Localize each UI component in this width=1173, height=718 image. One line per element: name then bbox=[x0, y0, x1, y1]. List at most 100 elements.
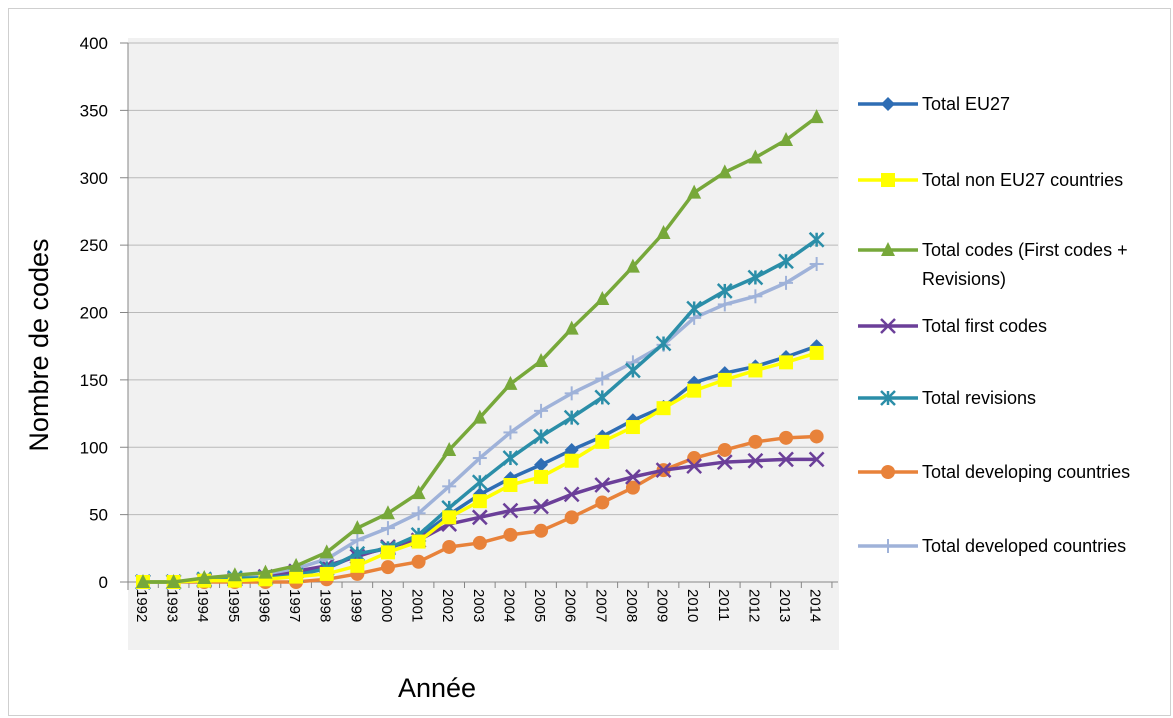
series-3-point-1995 bbox=[227, 567, 242, 582]
y-tick-label-100: 100 bbox=[80, 438, 108, 457]
y-axis-title: Nombre de codes bbox=[24, 238, 54, 451]
series-7-point-2000 bbox=[380, 521, 395, 536]
series-5-point-2006 bbox=[563, 409, 580, 426]
series-3-line bbox=[143, 115, 818, 584]
series-5-point-2003 bbox=[471, 474, 488, 491]
series-6-point-2001 bbox=[411, 554, 426, 569]
series-3 bbox=[136, 109, 824, 588]
series-3-point-1992 bbox=[136, 574, 150, 588]
legend-swatch-marker-3 bbox=[881, 242, 895, 256]
y-tick-label-300: 300 bbox=[80, 169, 108, 188]
series-5-point-2012 bbox=[747, 269, 764, 286]
series-6-point-2012 bbox=[748, 434, 763, 449]
series-3-point-2011 bbox=[717, 164, 732, 179]
legend-swatch-marker-4 bbox=[880, 318, 896, 334]
series-5-point-2011 bbox=[716, 283, 733, 299]
series-6-point-2013 bbox=[779, 430, 794, 445]
series-7-point-2007 bbox=[595, 371, 610, 386]
y-tick-labels: 0 50 100 150 200 250 300 350 400 bbox=[80, 34, 108, 592]
x-tick-label-2012: 2012 bbox=[745, 589, 762, 622]
series-2-point-2002 bbox=[442, 510, 457, 525]
series-3-point-2010 bbox=[687, 184, 702, 199]
y-tick-label-50: 50 bbox=[89, 506, 108, 525]
series-5-point-2014 bbox=[808, 231, 825, 248]
x-tick-label-1999: 1999 bbox=[347, 589, 364, 622]
series-4-point-2014 bbox=[808, 451, 825, 468]
legend-label-1: Total EU27 bbox=[922, 94, 1010, 114]
series-2-point-2009 bbox=[656, 401, 671, 416]
series-2-point-2004 bbox=[503, 477, 518, 492]
x-tick-label-2003: 2003 bbox=[470, 589, 487, 622]
x-axis-title: Année bbox=[398, 673, 476, 703]
series-4-point-2012 bbox=[747, 452, 764, 469]
series-2-point-1999 bbox=[350, 558, 365, 573]
series-6-point-2007 bbox=[595, 495, 610, 510]
series-7-point-1999 bbox=[350, 533, 365, 548]
series-7-point-2012 bbox=[748, 289, 763, 304]
series-2-point-2006 bbox=[564, 453, 579, 468]
series-7-point-2001 bbox=[411, 506, 426, 521]
series-4-point-2005 bbox=[533, 498, 549, 515]
y-tick-label-250: 250 bbox=[80, 236, 108, 255]
x-tick-label-2000: 2000 bbox=[378, 589, 395, 622]
series-6-point-2014 bbox=[809, 429, 824, 444]
x-tick-label-2005: 2005 bbox=[531, 589, 548, 622]
x-tick-label-2007: 2007 bbox=[592, 589, 609, 622]
series-5-point-2008 bbox=[625, 362, 641, 379]
series-6-point-2002 bbox=[442, 539, 457, 554]
series-6-point-2006 bbox=[564, 510, 579, 525]
series-2-point-2014 bbox=[809, 345, 824, 360]
series-3-point-2001 bbox=[411, 485, 426, 500]
legend-label-5: Total revisions bbox=[922, 388, 1036, 408]
series-2-point-2005 bbox=[534, 469, 549, 484]
series-7-point-2005 bbox=[534, 403, 549, 418]
series-3-point-2004 bbox=[503, 375, 518, 390]
legend-label-4: Total first codes bbox=[922, 316, 1047, 336]
series-6-point-2005 bbox=[534, 523, 549, 538]
series-2-point-1998 bbox=[319, 566, 334, 581]
x-tick-label-1997: 1997 bbox=[286, 589, 303, 622]
series-2-point-2010 bbox=[687, 383, 702, 398]
series-6-point-2000 bbox=[380, 560, 395, 575]
series-3-point-2012 bbox=[748, 149, 763, 164]
series-3-point-2000 bbox=[380, 505, 395, 520]
x-tick-label-2014: 2014 bbox=[807, 589, 824, 622]
series-4-point-2011 bbox=[716, 454, 733, 470]
series-4-point-2009 bbox=[655, 462, 672, 479]
x-tick-label-2002: 2002 bbox=[439, 589, 456, 622]
series-4-point-2010 bbox=[686, 458, 703, 474]
series-4-point-2013 bbox=[778, 451, 794, 468]
series-2-point-2013 bbox=[779, 355, 794, 370]
series-6-point-2008 bbox=[625, 480, 640, 495]
y-tick-label-400: 400 bbox=[80, 34, 108, 53]
series-4-point-2003 bbox=[471, 509, 488, 526]
legend-label-3-line-2: Revisions) bbox=[922, 269, 1006, 289]
y-tick-label-0: 0 bbox=[99, 573, 108, 592]
x-tick-labels: 1992 1993 1994 1995 1996 1997 1998 1999 2000 2001… bbox=[133, 589, 824, 622]
series-7-point-2006 bbox=[564, 386, 579, 401]
x-tick-label-2006: 2006 bbox=[562, 589, 579, 622]
y-tick-label-150: 150 bbox=[80, 371, 108, 390]
x-tick-label-1992: 1992 bbox=[133, 589, 150, 622]
legend-entry-5: Total revisions bbox=[858, 388, 1036, 408]
series-3-point-1998 bbox=[319, 544, 334, 559]
series-3-point-2005 bbox=[534, 353, 549, 368]
x-tick-label-2008: 2008 bbox=[623, 589, 640, 622]
series-3-point-1999 bbox=[350, 520, 365, 535]
series-3-point-1994 bbox=[197, 569, 212, 584]
series-1-point-2006 bbox=[564, 442, 579, 457]
series-2-point-2000 bbox=[380, 545, 395, 560]
series-7-point-2004 bbox=[503, 425, 518, 440]
series-3-point-1997 bbox=[289, 557, 304, 572]
series-3-point-1996 bbox=[258, 564, 273, 579]
x-tick-label-2013: 2013 bbox=[776, 589, 793, 622]
series-5-point-2009 bbox=[655, 335, 672, 352]
x-tick-label-1993: 1993 bbox=[164, 589, 181, 622]
series-group bbox=[135, 109, 825, 590]
series-5-point-2004 bbox=[502, 450, 519, 466]
series-6-point-2003 bbox=[472, 535, 487, 550]
legend-swatch-marker-5 bbox=[880, 390, 896, 406]
series-7-point-2003 bbox=[472, 451, 487, 466]
series-2-point-1997 bbox=[289, 569, 304, 584]
x-tick-label-2001: 2001 bbox=[409, 589, 426, 622]
